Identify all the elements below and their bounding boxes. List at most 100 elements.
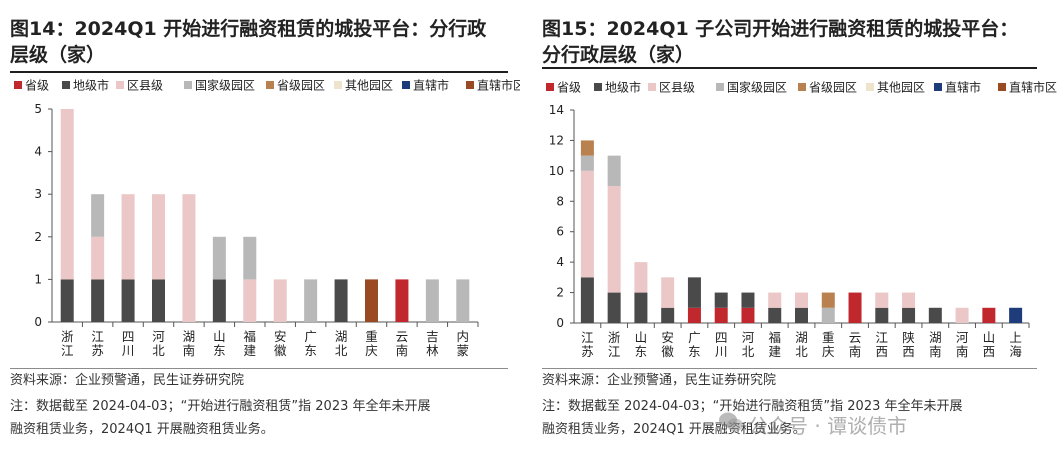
- x-tick-label: 内蒙: [457, 329, 470, 358]
- figure-panel-left: 图14：2024Q1 开始进行融资租赁的城投平台：分行政层级（家） 省级 地级市 区…: [0, 0, 520, 463]
- bar-segment: [714, 292, 728, 308]
- bar-segment: [243, 236, 257, 280]
- bar-segment: [795, 307, 808, 323]
- source-note: 资料来源：企业预警通，民生证券研究院: [10, 373, 245, 388]
- x-tick-label: 云南: [396, 329, 409, 358]
- legend-item: 国家级园区: [184, 78, 255, 93]
- x-tick-label: 湖北: [335, 329, 348, 358]
- bar-segment: [152, 194, 165, 280]
- bar-segment: [687, 277, 701, 308]
- legend-swatch: [594, 83, 602, 91]
- bar-segment: [395, 279, 409, 322]
- legend-swatch: [716, 83, 724, 91]
- bar-segment: [714, 307, 728, 323]
- legend-item: 区县级: [648, 81, 695, 95]
- bar-segment: [243, 279, 257, 322]
- legend-label: 其他园区: [877, 81, 925, 95]
- x-tick-label: 山东: [213, 329, 226, 358]
- bar-segment: [661, 277, 675, 308]
- x-tick-label: 山东: [635, 330, 648, 359]
- legend-label: 省级园区: [277, 79, 325, 93]
- y-tick-label: 3: [34, 187, 42, 201]
- bar-segment: [607, 155, 621, 187]
- legend-swatch: [934, 83, 942, 91]
- legend-swatch: [184, 81, 192, 89]
- x-tick-label: 浙江: [61, 329, 74, 358]
- bar-segment: [334, 279, 348, 322]
- legend-swatch: [648, 83, 656, 91]
- legend-label: 其他园区: [345, 79, 393, 93]
- y-tick-label: 12: [549, 133, 564, 147]
- legend-label: 区县级: [659, 81, 695, 95]
- bar-segment: [91, 194, 105, 237]
- legend-swatch: [334, 81, 342, 89]
- legend-label: 省级: [557, 81, 581, 95]
- x-tick-label: 云南: [849, 330, 862, 359]
- x-tick-label: 河南: [956, 330, 969, 359]
- legend: 省级 地级市 区县级 国家级园区 省级园区 其他园区 直辖市 直辖市区: [546, 80, 1057, 95]
- title-divider: [10, 71, 508, 73]
- y-tick-label: 4: [34, 145, 42, 159]
- x-tick-label: 重庆: [822, 330, 835, 359]
- figure-panel-right: 图15：2024Q1 子公司开始进行融资租赁的城投平台：分行政层级（家） 省级 地…: [532, 0, 1062, 463]
- bar-segment: [768, 292, 782, 308]
- bar-segment: [212, 236, 226, 280]
- bar-segment: [928, 307, 942, 323]
- y-tick-label: 10: [549, 164, 564, 178]
- bar-segment: [607, 186, 621, 293]
- legend-item: 直辖市区: [466, 78, 520, 93]
- legend-swatch: [866, 83, 874, 91]
- y-tick-label: 6: [556, 225, 564, 239]
- bar-segment: [121, 279, 135, 322]
- bar-segment: [273, 279, 287, 322]
- legend-label: 直辖市: [413, 78, 449, 93]
- bar-segment: [634, 292, 648, 323]
- bar-segment: [580, 170, 594, 278]
- y-tick-label: 1: [34, 272, 42, 286]
- bar-segment: [580, 140, 594, 156]
- bar-segment: [821, 292, 835, 308]
- y-tick-label: 8: [556, 194, 564, 208]
- bar-segment: [955, 307, 969, 323]
- legend-label: 国家级园区: [195, 78, 255, 93]
- y-tick-label: 0: [556, 316, 564, 330]
- x-tick-label: 江西: [876, 330, 889, 359]
- legend-swatch: [798, 83, 806, 91]
- legend-item: 直辖市: [402, 78, 449, 93]
- bar-segment: [687, 307, 701, 323]
- bar-segment: [580, 277, 594, 323]
- legend-label: 国家级园区: [727, 80, 787, 95]
- legend-item: 地级市: [594, 80, 641, 95]
- x-tick-label: 上海: [1009, 330, 1022, 359]
- y-tick-label: 0: [34, 315, 42, 329]
- source-note: 资料来源：企业预警通，民生证券研究院: [542, 373, 777, 388]
- bar-segment: [902, 307, 916, 323]
- bar-segment: [365, 279, 378, 322]
- footnote-line-1: 注：数据截至 2024-04-03；“开始进行融资租赁”指 2023 年全年未开…: [542, 399, 963, 414]
- x-tick-label: 吉林: [426, 329, 439, 358]
- x-tick-label: 重庆: [365, 329, 378, 358]
- legend-swatch: [402, 81, 410, 89]
- legend-item: 区县级: [116, 79, 163, 93]
- bar-segment: [91, 236, 105, 280]
- legend-item: 其他园区: [866, 81, 925, 95]
- bar-segment: [456, 279, 470, 322]
- bar-segment: [580, 155, 594, 171]
- x-tick-label: 浙江: [608, 330, 621, 359]
- y-tick-label: 2: [34, 230, 42, 244]
- x-tick-label: 湖北: [795, 330, 808, 359]
- bar-segment: [1009, 307, 1023, 323]
- bar-segment: [304, 279, 318, 322]
- legend: 省级 地级市 区县级 国家级园区 省级园区 其他园区 直辖市 直辖市区: [14, 78, 520, 93]
- bar-segment: [821, 307, 835, 323]
- y-tick-label: 5: [34, 102, 42, 116]
- x-tick-label: 广东: [688, 330, 701, 359]
- bar-segment: [121, 194, 135, 280]
- y-tick-label: 2: [556, 286, 564, 300]
- legend-label: 区县级: [127, 79, 163, 93]
- x-tick-label: 河北: [152, 329, 165, 358]
- bar-segment: [795, 292, 808, 308]
- bar-segment: [768, 307, 782, 323]
- bar-segment: [741, 307, 755, 323]
- legend-label: 地级市: [605, 80, 641, 95]
